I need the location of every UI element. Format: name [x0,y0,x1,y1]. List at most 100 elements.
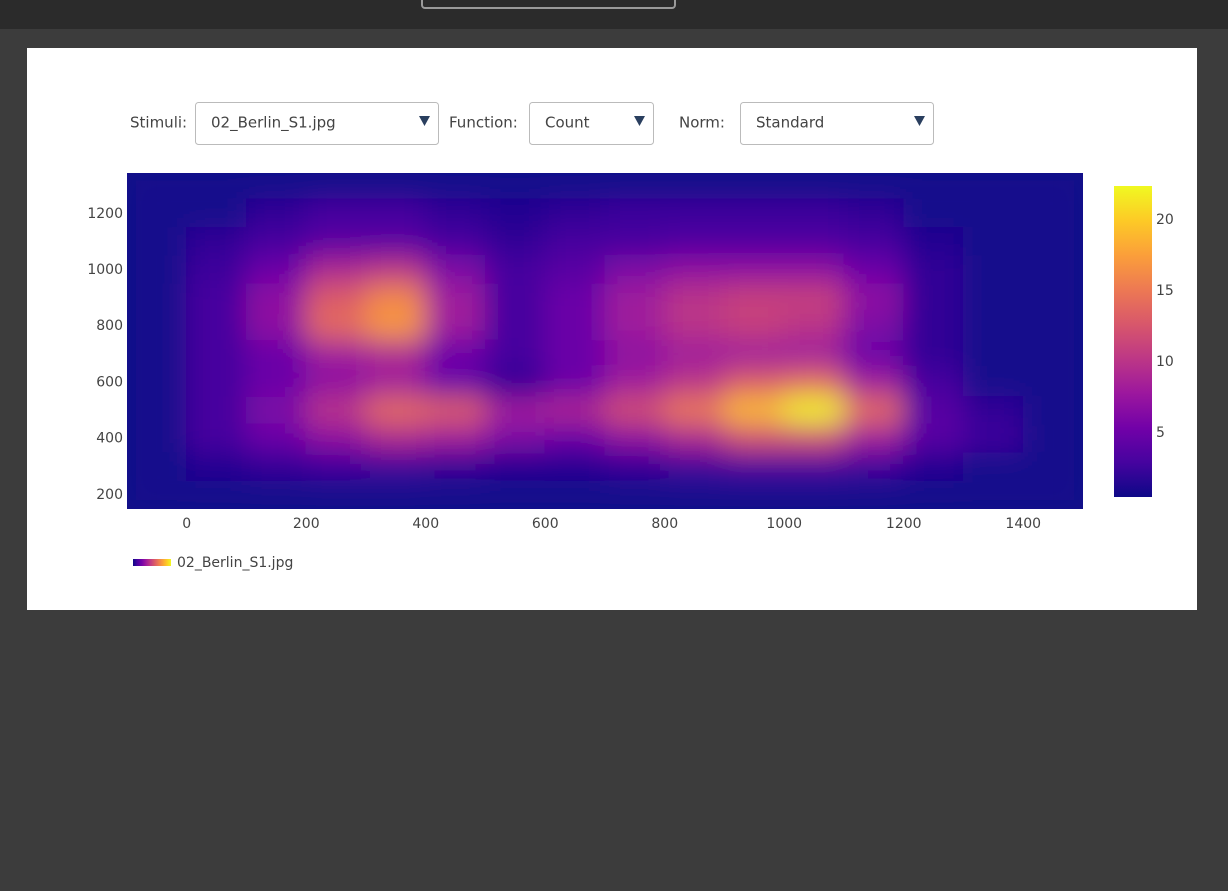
density-cell [305,339,367,369]
density-cell [365,227,427,257]
density-cell [903,367,964,398]
density-cell [783,283,845,313]
density-cell [246,396,307,426]
density-cell [604,424,666,454]
density-cell [544,199,606,229]
x-tick-label: 0 [182,516,191,532]
density-cell [305,227,367,257]
density-cell [246,199,307,229]
dropdown-value[interactable]: Count [545,114,590,132]
density-cell [365,367,427,398]
density-cell [664,283,725,313]
density-cell [783,255,845,285]
density-cell [664,339,725,369]
colorbar-tick-label: 5 [1156,425,1165,441]
density-cell [365,396,427,426]
density-cell [843,480,905,509]
density-cell [425,227,486,257]
density-cell [485,255,546,285]
y-tick-label: 600 [96,374,123,390]
control-label: Function: [449,114,518,132]
density-cell [544,396,606,426]
density-cell [1022,227,1083,257]
density-cell [425,396,486,426]
density-cell [246,227,307,257]
density-cell [127,396,188,426]
density-cell [246,311,307,341]
density-cell [963,199,1024,229]
density-cell [246,452,307,482]
density-cell [963,255,1024,285]
density-cell [604,452,666,482]
plot-area [127,173,1083,509]
density-cell [485,424,546,454]
density-cell [903,283,964,313]
density-cell [664,424,725,454]
dropdown-arrow[interactable] [634,116,645,126]
density-cell [963,480,1024,509]
density-cell [783,452,845,482]
density-cell [1022,311,1083,341]
density-cell [425,339,486,369]
density-cell [544,367,606,398]
density-cell [604,367,666,398]
density-cell [903,311,964,341]
dropdown[interactable] [195,102,439,145]
density-cell [843,339,905,369]
density-cell [186,452,247,482]
density-cell [485,339,546,369]
density-cell [1022,339,1083,369]
density-cell [246,480,307,509]
density-cell [246,173,307,201]
density-cell [365,452,427,482]
density-cell [903,452,964,482]
density-cell [724,255,785,285]
density-cell [963,396,1024,426]
density-cell [783,311,845,341]
density-cell [365,480,427,509]
density-cell [664,199,725,229]
density-cell [604,480,666,509]
dropdown[interactable] [740,102,934,145]
density-cell [186,311,247,341]
density-cell [305,452,367,482]
x-tick-label: 400 [412,516,439,532]
density-cell [186,283,247,313]
density-cell [963,339,1024,369]
density-cell [425,255,486,285]
density-cell [963,452,1024,482]
density-cell [783,227,845,257]
dropdown-value[interactable]: 02_Berlin_S1.jpg [211,114,336,133]
density-cell [365,173,427,201]
density-cell [485,227,546,257]
density-cell [843,227,905,257]
density-cell [843,452,905,482]
density-cell [127,227,188,257]
density-cell [843,173,905,201]
density-cell [963,283,1024,313]
dropdown-arrow[interactable] [419,116,430,126]
dropdown-arrow[interactable] [914,116,925,126]
density-cell [783,339,845,369]
x-tick-label: 1000 [766,516,802,532]
density-cell [544,283,606,313]
density-cell [903,255,964,285]
density-cell [246,367,307,398]
y-tick-label: 1200 [87,206,123,222]
density-cell [843,396,905,426]
density-cell [425,173,486,201]
density-cell [843,424,905,454]
density-cell [365,311,427,341]
colorbar-tick-label: 15 [1156,283,1174,299]
y-tick-label: 400 [96,431,123,447]
dropdown[interactable] [529,102,654,145]
density-cell [127,283,188,313]
density-cell [1022,255,1083,285]
density-cell [246,424,307,454]
dropdown-value[interactable]: Standard [756,114,824,132]
density-cell [485,173,546,201]
density-cell [963,227,1024,257]
density-cell [963,424,1024,454]
density-cell [365,255,427,285]
